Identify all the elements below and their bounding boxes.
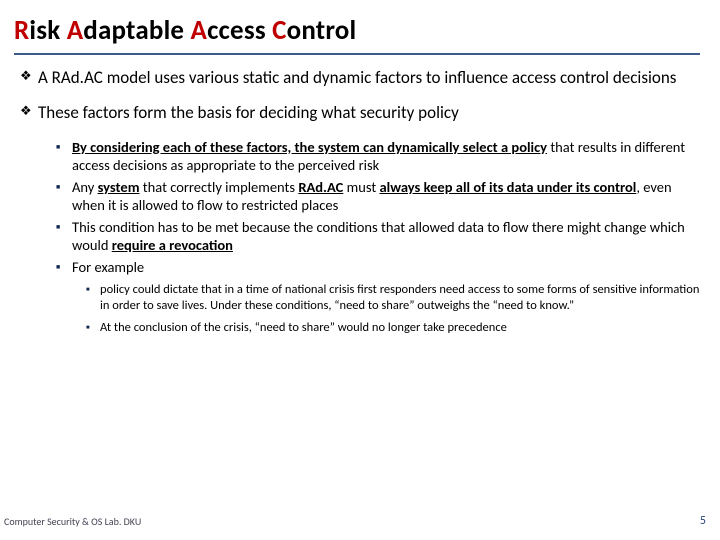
point-2-text: These factors form the basis for decidin… — [38, 102, 700, 123]
square-icon: ■ — [86, 320, 100, 332]
bullet-level3: ■ At the conclusion of the crisis, “need… — [86, 320, 700, 336]
square-icon: ■ — [56, 218, 72, 232]
title-rule — [14, 53, 700, 55]
point-1-text: A RAd.AC model uses various static and d… — [38, 67, 700, 88]
subsublist: ■ policy could dictate that in a time of… — [56, 282, 700, 335]
diamond-icon: ❖ — [20, 67, 38, 85]
sublist: ■ By considering each of these factors, … — [20, 138, 700, 336]
square-icon: ■ — [86, 282, 100, 294]
bullet-level1: ❖ A RAd.AC model uses various static and… — [20, 67, 700, 88]
slide: Risk Adaptable Access Control ❖ A RAd.AC… — [0, 0, 720, 540]
bullet-level2: ■ For example — [56, 258, 700, 276]
sub-4-text: For example — [72, 258, 700, 276]
bullet-level1: ❖ These factors form the basis for decid… — [20, 102, 700, 123]
title-accent-a2: A — [191, 14, 208, 47]
sub-2-text: Any system that correctly implements RAd… — [72, 178, 700, 214]
bullet-level3: ■ policy could dictate that in a time of… — [86, 282, 700, 313]
square-icon: ■ — [56, 178, 72, 192]
title-accent-c: C — [272, 14, 287, 47]
bullet-level2: ■ This condition has to be met because t… — [56, 218, 700, 254]
sub-1-text: By considering each of these factors, th… — [72, 138, 700, 174]
footer: Computer Security & OS Lab. DKU 5 — [4, 514, 706, 528]
bullet-level2: ■ Any system that correctly implements R… — [56, 178, 700, 214]
footer-text: Computer Security & OS Lab. DKU — [4, 515, 141, 528]
page-number: 5 — [700, 514, 706, 528]
title-accent-r: R — [14, 14, 29, 47]
content-area: ❖ A RAd.AC model uses various static and… — [14, 67, 700, 335]
square-icon: ■ — [56, 138, 72, 152]
sub-3-text: This condition has to be met because the… — [72, 218, 700, 254]
subsub-2-text: At the conclusion of the crisis, “need t… — [100, 320, 700, 336]
subsub-1-text: policy could dictate that in a time of n… — [100, 282, 700, 313]
square-icon: ■ — [56, 258, 72, 272]
slide-title: Risk Adaptable Access Control — [14, 14, 700, 47]
title-accent-a1: A — [67, 14, 84, 47]
bullet-level2: ■ By considering each of these factors, … — [56, 138, 700, 174]
diamond-icon: ❖ — [20, 102, 38, 120]
